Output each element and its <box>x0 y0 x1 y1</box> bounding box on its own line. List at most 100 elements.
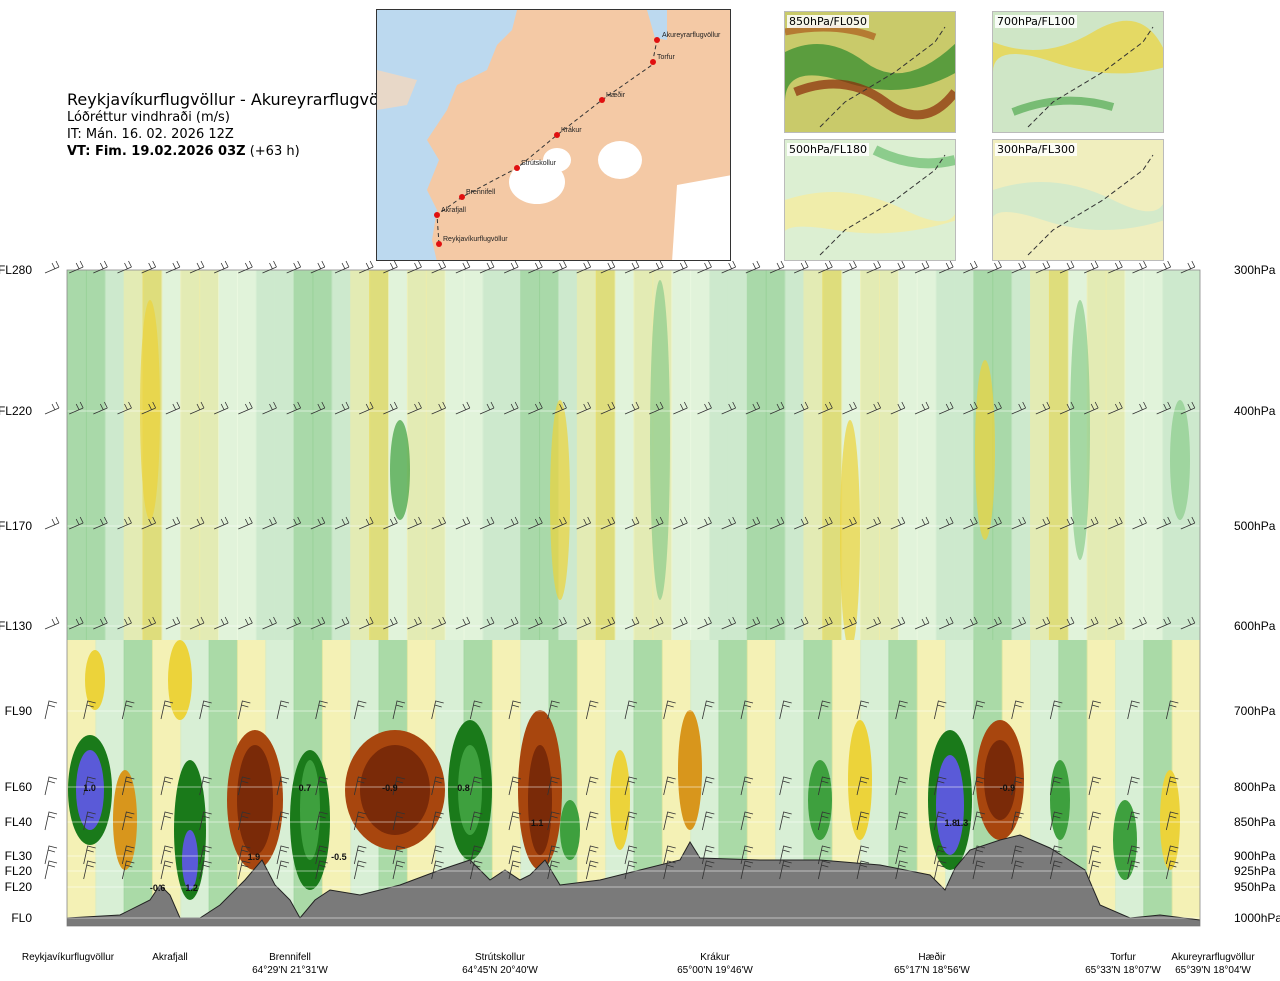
wind-barb-5-13 <box>547 776 560 796</box>
wind-barb-1-5 <box>165 401 181 415</box>
wind-barb-stroke-6-27 <box>1088 811 1102 831</box>
wind-barb-stroke-5-5 <box>237 776 251 796</box>
upper-streak-3 <box>650 280 670 600</box>
wind-barb-stroke-8-27 <box>1088 860 1102 880</box>
wind-barb-0-42 <box>1059 260 1075 274</box>
wind-barb-3-4 <box>141 616 157 630</box>
wind-barb-stroke-3-15 <box>407 616 422 630</box>
wind-barb-2-6 <box>189 516 205 530</box>
wind-barb-stroke-4-21 <box>856 700 870 720</box>
wind-barb-stroke-1-8 <box>238 401 253 415</box>
wind-barb-stroke-2-43 <box>1084 516 1099 530</box>
wind-barb-stroke-1-29 <box>745 401 761 415</box>
bottom-axis: Reykjavíkurflugvöllur Akrafjall Brennifell… <box>22 951 1255 976</box>
wind-barb-stroke-2-47 <box>1180 516 1196 530</box>
wind-barb-0-1 <box>69 260 84 274</box>
upper-band-46 <box>935 270 956 640</box>
wind-barb-stroke-7-27 <box>1088 845 1102 865</box>
wind-barb-2-13 <box>359 516 374 530</box>
wind-barb-stroke-1-34 <box>866 401 882 415</box>
wind-barb-stroke-5-6 <box>276 776 290 796</box>
wind-barb-stroke-3-43 <box>1084 616 1099 630</box>
upper-band-34 <box>709 270 729 640</box>
wind-barb-stroke-6-13 <box>547 811 560 831</box>
upper-band-0 <box>67 270 87 640</box>
wind-barb-3-14 <box>383 616 398 630</box>
wind-barb-4-23 <box>933 700 947 720</box>
wind-barb-stroke-3-30 <box>769 616 785 630</box>
wind-barb-2-9 <box>262 516 277 530</box>
wind-barb-1-44 <box>1108 401 1123 415</box>
wind-barb-stroke-1-20 <box>528 401 543 415</box>
upper-band-29 <box>614 270 635 640</box>
upper-band-21 <box>463 270 484 640</box>
wind-barb-2-4 <box>141 516 157 530</box>
wind-barb-stroke-8-20 <box>817 860 831 880</box>
wind-barb-0-15 <box>407 260 422 274</box>
right-axis-label-8: 925hPa <box>1234 864 1276 878</box>
cell-1 <box>76 750 104 830</box>
wind-barb-stroke-4-20 <box>817 700 831 720</box>
wind-barb-stroke-4-25 <box>1011 700 1024 720</box>
wind-barb-stroke-4-12 <box>508 700 522 720</box>
wind-barb-stroke-5-8 <box>353 776 367 796</box>
wind-barb-stroke-4-7 <box>315 700 328 720</box>
wind-barb-stroke-0-40 <box>1011 260 1027 274</box>
wind-barb-stroke-5-4 <box>199 776 212 796</box>
route-point-label-7: Reykjavíkurflugvöllur <box>443 236 508 243</box>
wind-barb-8-10 <box>431 860 444 880</box>
route-point-6 <box>434 212 440 218</box>
wind-barb-3-8 <box>238 616 253 630</box>
wind-barb-4-1 <box>83 700 96 720</box>
wind-barb-8-5 <box>237 860 251 880</box>
wind-barb-3-10 <box>286 616 302 630</box>
wind-barb-stroke-1-44 <box>1108 401 1123 415</box>
wind-barb-stroke-8-12 <box>508 860 522 880</box>
wind-barb-stroke-2-46 <box>1156 516 1172 530</box>
wind-barb-stroke-1-42 <box>1059 401 1075 415</box>
wind-barb-stroke-1-27 <box>697 401 712 415</box>
wind-barb-7-5 <box>237 845 251 865</box>
waypoint-coord-3: 64°45'N 20°40'W <box>462 965 538 976</box>
wind-barb-stroke-6-9 <box>392 811 406 831</box>
wind-barb-3-22 <box>576 616 592 630</box>
wind-barb-stroke-5-3 <box>160 776 174 796</box>
wind-barb-3-43 <box>1084 616 1099 630</box>
wind-barb-stroke-7-1 <box>83 845 96 865</box>
wind-barb-5-8 <box>353 776 367 796</box>
wind-barb-0-19 <box>504 260 519 274</box>
wind-barb-1-40 <box>1011 401 1027 415</box>
cell-27 <box>168 640 192 720</box>
wind-barb-3-9 <box>262 616 277 630</box>
wind-barb-2-46 <box>1156 516 1172 530</box>
wind-barb-5-14 <box>585 776 599 796</box>
wind-barb-2-28 <box>721 516 737 530</box>
wind-barb-7-15 <box>624 845 638 865</box>
wind-barb-stroke-0-12 <box>334 260 350 274</box>
wind-barb-stroke-4-8 <box>353 700 367 720</box>
annotation-0: 1.0 <box>83 783 96 793</box>
upper-band-22 <box>482 270 503 640</box>
right-axis-label-2: 500hPa <box>1234 519 1276 533</box>
wind-barb-3-38 <box>963 616 978 630</box>
wind-barb-stroke-0-30 <box>769 260 785 274</box>
cell-24 <box>1050 760 1070 840</box>
wind-barb-stroke-0-6 <box>189 260 205 274</box>
wind-barb-stroke-2-7 <box>214 516 229 530</box>
wind-barb-7-27 <box>1088 845 1102 865</box>
wind-barb-3-41 <box>1035 616 1051 630</box>
wind-barb-stroke-3-24 <box>624 616 640 630</box>
wind-barb-2-47 <box>1180 516 1196 530</box>
wind-barb-1-11 <box>310 401 326 415</box>
wind-barb-stroke-3-13 <box>359 616 374 630</box>
wind-barb-stroke-3-31 <box>794 616 809 630</box>
wind-barb-6-28 <box>1127 811 1140 831</box>
wind-barb-stroke-2-5 <box>165 516 181 530</box>
upper-band-3 <box>123 270 144 640</box>
route-point-7 <box>436 241 442 247</box>
cell-26 <box>1160 770 1180 870</box>
wind-barb-stroke-1-15 <box>407 401 422 415</box>
upper-band-15 <box>350 270 371 640</box>
wind-barb-8-20 <box>817 860 831 880</box>
wind-barb-1-37 <box>939 401 954 415</box>
